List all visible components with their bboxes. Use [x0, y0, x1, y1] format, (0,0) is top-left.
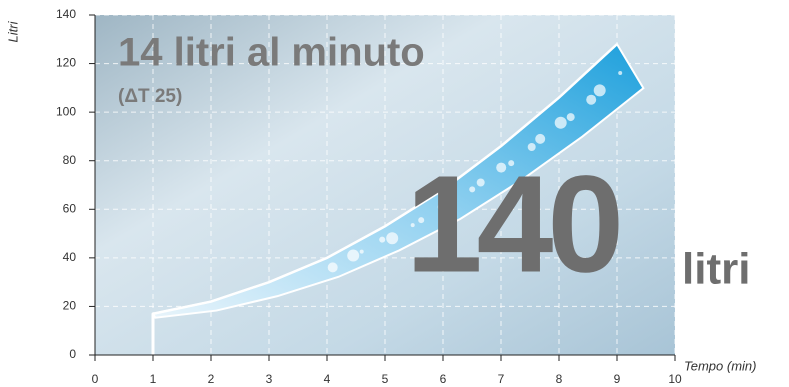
x-tick-label: 9	[614, 372, 621, 386]
bubble	[508, 160, 515, 167]
chart-title: 14 litri al minuto	[118, 31, 425, 75]
bubble	[586, 94, 597, 105]
bubble	[476, 178, 485, 187]
bubble	[527, 143, 536, 151]
x-tick-label: 1	[150, 372, 157, 386]
x-tick-label: 4	[324, 372, 331, 386]
bubble	[496, 162, 507, 173]
y-tick-label: 120	[56, 56, 76, 70]
bubble	[469, 186, 476, 193]
subtitle: (ΔT 25)	[118, 86, 182, 107]
bubble	[347, 249, 360, 262]
y-tick-label: 40	[63, 250, 77, 264]
x-tick-label: 10	[668, 372, 682, 386]
bubble	[535, 133, 546, 144]
x-tick-label: 2	[208, 372, 215, 386]
bubble	[437, 202, 446, 211]
bubble	[359, 249, 364, 254]
bubble	[327, 262, 338, 273]
x-tick-label: 6	[440, 372, 447, 386]
bubble	[554, 116, 567, 129]
y-tick-label: 80	[63, 153, 77, 167]
bubble	[449, 202, 454, 207]
x-tick-label: 3	[266, 372, 273, 386]
bubble	[386, 232, 399, 245]
y-tick-label: 100	[56, 104, 76, 118]
x-tick-label: 0	[92, 372, 99, 386]
bubble	[593, 84, 606, 97]
y-axis-label: Litri	[5, 20, 20, 42]
bubble	[379, 236, 386, 243]
big-unit: litri	[682, 245, 750, 294]
big-number: 140	[406, 147, 619, 301]
y-tick-label: 60	[63, 201, 77, 215]
x-tick-label: 5	[382, 372, 389, 386]
bubble	[618, 71, 623, 75]
bubble	[418, 217, 425, 224]
bubble	[566, 113, 575, 122]
bubble	[410, 223, 415, 228]
x-axis-label: Tempo (min)	[684, 358, 756, 373]
x-tick-label: 8	[556, 372, 563, 386]
y-tick-label: 140	[56, 7, 76, 21]
y-tick-label: 0	[69, 347, 76, 361]
x-tick-label: 7	[498, 372, 505, 386]
line	[152, 43, 618, 315]
y-tick-label: 20	[63, 299, 77, 313]
